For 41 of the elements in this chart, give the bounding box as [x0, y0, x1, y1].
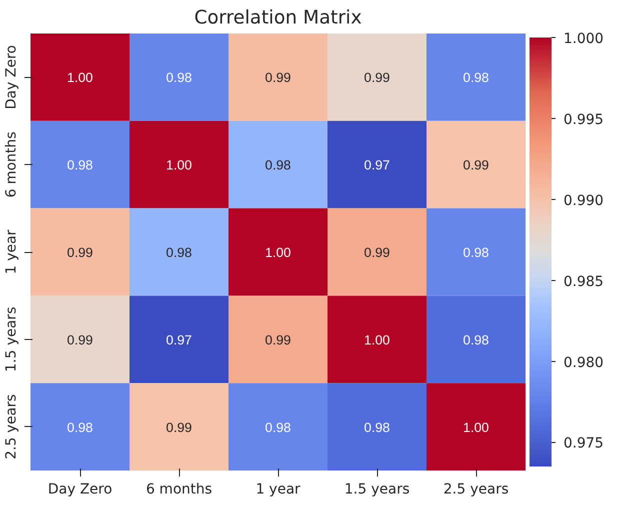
data-label: 1.00 [463, 420, 489, 435]
data-label: 1.00 [265, 245, 291, 260]
data-label: 0.98 [265, 158, 291, 173]
data-label: 0.99 [166, 420, 192, 435]
y-tick-label: Day Zero [4, 45, 20, 110]
data-label: 0.98 [166, 245, 192, 260]
data-label: 0.98 [67, 420, 93, 435]
data-label: 1.00 [67, 70, 93, 86]
data-label: 1.00 [166, 158, 192, 173]
color-bar-label: 1.000 [564, 31, 604, 47]
color-bar-label: 0.975 [564, 436, 604, 452]
y-tick-label: 6 months [4, 132, 20, 198]
y-tick-label: 1 year [4, 229, 20, 274]
data-label: 0.97 [166, 332, 192, 348]
x-tick-label: 6 months [146, 482, 212, 498]
data-label: 1.00 [364, 332, 390, 348]
color-bar-label: 0.995 [564, 112, 604, 128]
data-label: 0.99 [364, 245, 390, 260]
color-bar-label: 0.980 [564, 354, 604, 371]
data-label: 0.99 [265, 332, 291, 348]
data-label: 0.97 [364, 158, 390, 173]
data-label: 0.98 [463, 332, 489, 348]
x-tick-label: 1.5 years [344, 482, 410, 498]
color-bar-label: 0.985 [564, 274, 604, 290]
data-label: 0.99 [67, 332, 93, 348]
data-label: 0.99 [265, 70, 291, 86]
x-tick-label: 1 year [256, 482, 301, 498]
data-label: 0.99 [364, 70, 390, 86]
y-tick-label: 1.5 years [4, 306, 20, 372]
data-label: 0.99 [67, 245, 93, 260]
data-label: 0.99 [463, 158, 489, 173]
data-label: 0.98 [364, 420, 390, 435]
x-tick-label: 2.5 years [443, 482, 509, 498]
data-label: 0.98 [67, 158, 93, 173]
color-bar-label: 0.990 [564, 192, 604, 209]
data-label: 0.98 [463, 245, 489, 260]
chart-title: Correlation Matrix [194, 8, 362, 28]
data-label: 0.98 [265, 420, 291, 435]
x-tick-label: Day Zero [48, 482, 112, 498]
data-label: 0.98 [463, 70, 489, 86]
data-label: 0.98 [166, 70, 192, 86]
